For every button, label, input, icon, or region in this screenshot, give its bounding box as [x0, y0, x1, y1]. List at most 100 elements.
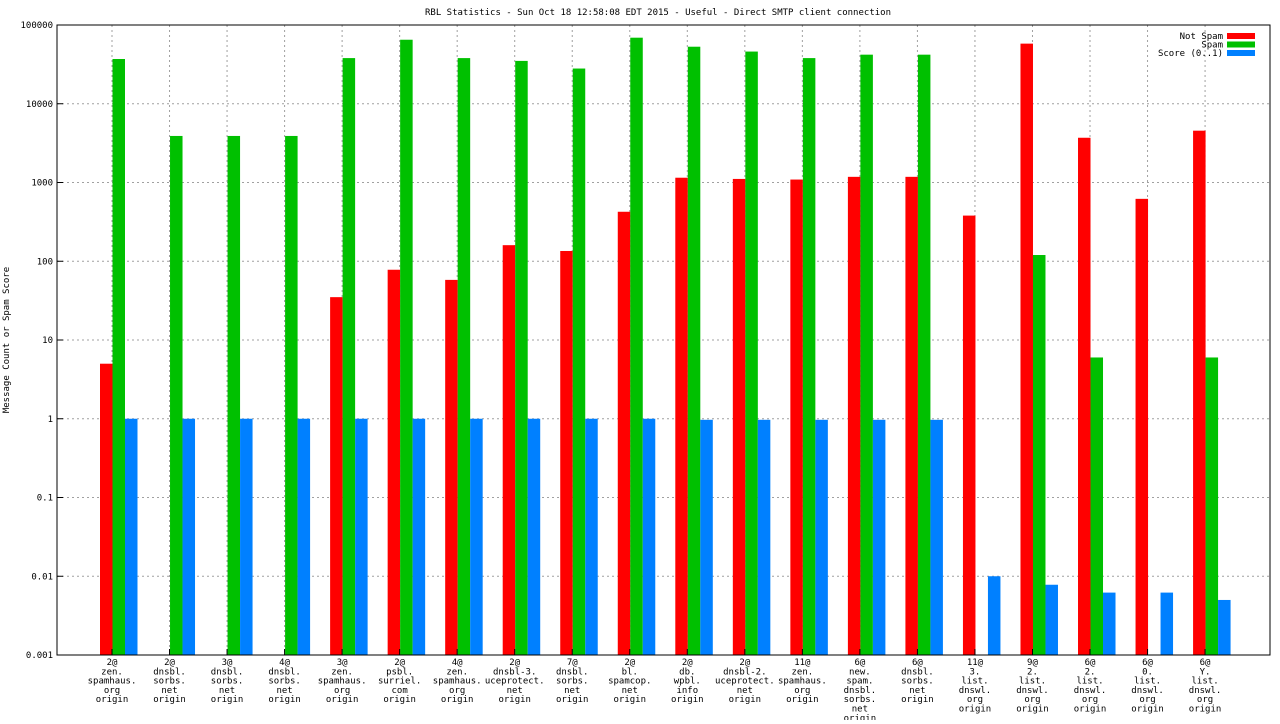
- x-tick-label: spamcop.: [608, 677, 651, 687]
- x-tick-label: net: [507, 686, 523, 696]
- bar-spam: [630, 37, 643, 656]
- y-tick-label: 0.01: [31, 572, 53, 582]
- x-tick-label: net: [219, 686, 235, 696]
- x-tick-label: 2@: [509, 658, 520, 668]
- x-tick-label: bl.: [622, 667, 638, 677]
- bar-spam: [457, 58, 471, 655]
- bar-score: [527, 418, 541, 655]
- x-tick-label: org: [967, 695, 983, 705]
- bar-not-spam: [675, 177, 688, 656]
- x-tick-label: list.: [961, 677, 988, 687]
- x-tick-label: origin: [326, 695, 359, 705]
- bar-score: [1160, 592, 1174, 655]
- x-tick-label: dnsbl.: [556, 667, 589, 677]
- x-tick-label: 2@: [164, 658, 175, 668]
- x-tick-label: origin: [844, 714, 877, 720]
- legend-label: Score (0..1): [1158, 49, 1223, 59]
- bar-score: [1103, 592, 1116, 655]
- x-tick-label: 7@: [567, 658, 578, 668]
- x-tick-label: net: [161, 686, 177, 696]
- x-tick-label: sorbs.: [268, 677, 301, 687]
- x-tick-label: org: [104, 686, 120, 696]
- y-tick-label: 10: [42, 336, 53, 346]
- legend-label: Not Spam: [1180, 32, 1223, 42]
- x-tick-label: origin: [1189, 705, 1222, 715]
- x-tick-label: origin: [211, 695, 244, 705]
- x-tick-label: dnswl.: [1016, 686, 1049, 696]
- x-tick-label: sorbs.: [556, 677, 589, 687]
- x-tick-label: spamhaus.: [318, 677, 367, 687]
- x-tick-label: net: [909, 686, 925, 696]
- bar-score: [930, 419, 943, 655]
- x-tick-label: 3.: [970, 667, 981, 677]
- bar-spam: [342, 58, 356, 655]
- x-tick-label: dnswl.: [1131, 686, 1164, 696]
- x-tick-label: zen.: [446, 667, 468, 677]
- chart-title: RBL Statistics - Sun Oct 18 12:58:08 EDT…: [425, 8, 891, 18]
- bar-spam: [400, 39, 413, 655]
- bar-score: [585, 418, 598, 655]
- x-tick-label: spamhaus.: [433, 677, 482, 687]
- x-tick-label: 2@: [682, 658, 693, 668]
- bar-score: [815, 419, 828, 655]
- y-tick-label: 100: [37, 257, 53, 267]
- x-tick-label: origin: [1131, 705, 1164, 715]
- legend-swatch: [1227, 41, 1255, 48]
- bar-not-spam: [962, 215, 976, 655]
- bar-spam: [112, 59, 125, 656]
- x-tick-label: origin: [383, 695, 416, 705]
- bar-spam: [1205, 357, 1219, 655]
- x-tick-label: com: [392, 686, 408, 696]
- bar-not-spam: [790, 179, 803, 655]
- x-tick-label: net: [737, 686, 753, 696]
- bar-spam: [1032, 255, 1046, 656]
- x-tick-label: list.: [1019, 677, 1046, 687]
- bar-spam: [687, 46, 701, 656]
- y-tick-label: 100000: [20, 21, 53, 31]
- bar-not-spam: [732, 178, 746, 655]
- x-tick-label: info: [676, 686, 698, 696]
- y-tick-label: 0.001: [26, 651, 53, 661]
- bar-not-spam: [1135, 198, 1149, 655]
- y-tick-label: 10000: [26, 100, 53, 110]
- x-tick-label: surriel.: [378, 677, 421, 687]
- x-tick-label: origin: [959, 705, 992, 715]
- x-tick-label: sorbs.: [844, 695, 877, 705]
- x-tick-label: db.: [679, 667, 695, 677]
- x-tick-label: org: [1139, 695, 1155, 705]
- x-tick-label: origin: [1016, 705, 1049, 715]
- bar-score: [987, 576, 1001, 655]
- x-tick-label: zen.: [101, 667, 123, 677]
- bar-spam: [1090, 357, 1104, 655]
- x-tick-label: 0.: [1142, 667, 1153, 677]
- x-tick-label: list.: [1192, 677, 1219, 687]
- x-tick-label: zen.: [331, 667, 353, 677]
- x-tick-label: origin: [441, 695, 474, 705]
- bar-spam: [170, 135, 183, 655]
- bar-score: [125, 418, 138, 655]
- x-tick-label: list.: [1076, 677, 1103, 687]
- x-tick-label: origin: [498, 695, 531, 705]
- bar-score: [642, 418, 656, 655]
- x-tick-label: sorbs.: [901, 677, 934, 687]
- bar-not-spam: [905, 176, 918, 655]
- x-tick-label: origin: [556, 695, 589, 705]
- bar-not-spam: [445, 279, 458, 655]
- x-tick-label: sorbs.: [153, 677, 186, 687]
- x-tick-label: 2@: [624, 658, 635, 668]
- bar-not-spam: [502, 245, 516, 656]
- bar-spam: [917, 54, 931, 655]
- bar-spam: [860, 54, 873, 655]
- bar-not-spam: [1078, 137, 1091, 655]
- bar-not-spam: [1020, 43, 1033, 655]
- x-tick-label: spam.: [846, 677, 873, 687]
- bar-spam: [572, 68, 586, 655]
- x-tick-label: wpbl.: [674, 677, 701, 687]
- x-tick-label: net: [622, 686, 638, 696]
- x-tick-label: 6@: [1200, 658, 1211, 668]
- x-tick-label: 6@: [1142, 658, 1153, 668]
- bar-score: [1218, 599, 1231, 655]
- x-tick-label: dnsbl-2.: [723, 667, 766, 677]
